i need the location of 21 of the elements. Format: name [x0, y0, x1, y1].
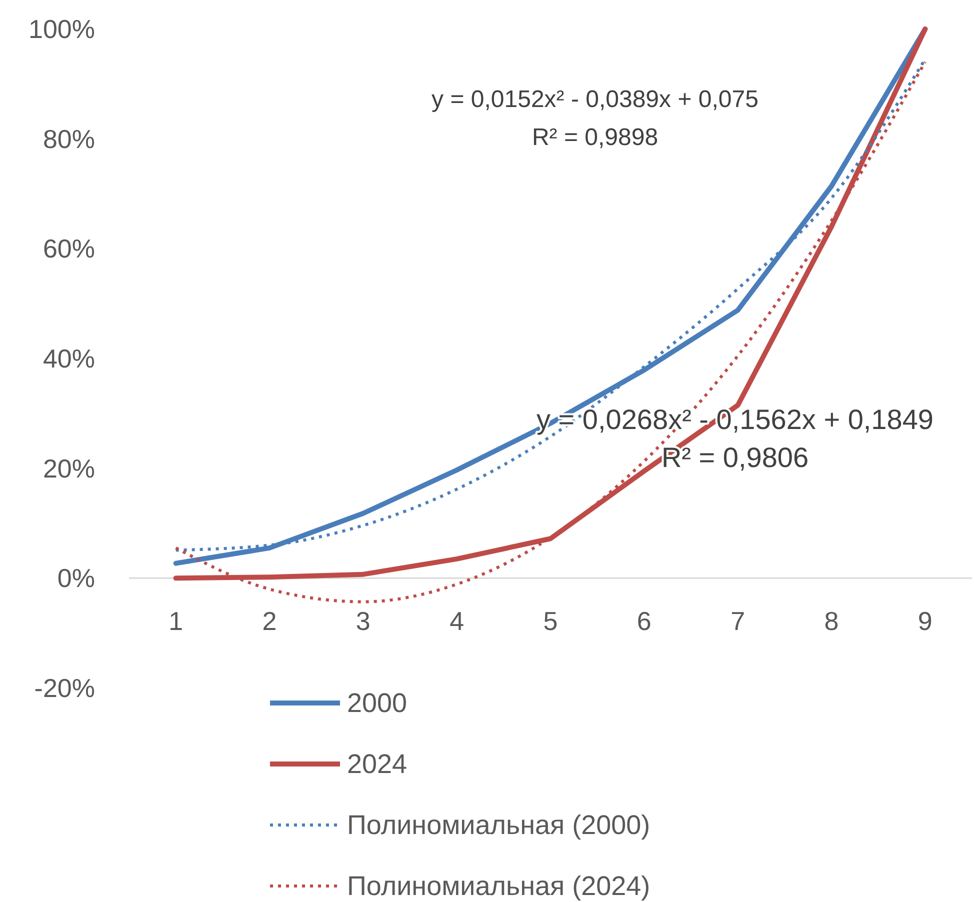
annotation: y = 0,0152x² - 0,0389x + 0,075 R² = 0,9898	[432, 86, 758, 150]
x-tick-label: 9	[918, 606, 932, 636]
x-tick-label: 6	[636, 606, 652, 636]
y-tick-label: 0%	[57, 563, 95, 594]
y-tick-label: -20%	[34, 673, 95, 703]
y-tick-label: 100%	[28, 14, 95, 44]
x-tick-label: 4	[450, 606, 464, 636]
x-tick-label: 3	[356, 606, 370, 636]
legend-label: Полиномиальная (2000)	[347, 810, 650, 840]
y-tick-label: 20%	[42, 453, 95, 484]
x-tick-label: 7	[730, 606, 746, 636]
legend-label: Полиномиальная (2024)	[347, 871, 650, 901]
x-tick-label: 8	[824, 606, 839, 636]
x-tick-label: 2	[262, 606, 277, 636]
legend-label: 2024	[347, 749, 408, 779]
y-tick-label: 80%	[42, 124, 95, 154]
y-tick-label: 40%	[42, 344, 95, 374]
x-tick-label: 1	[168, 606, 184, 636]
x-tick-label: 5	[543, 606, 558, 636]
legend-label: 2000	[347, 688, 408, 718]
y-tick-label: 60%	[42, 234, 95, 264]
